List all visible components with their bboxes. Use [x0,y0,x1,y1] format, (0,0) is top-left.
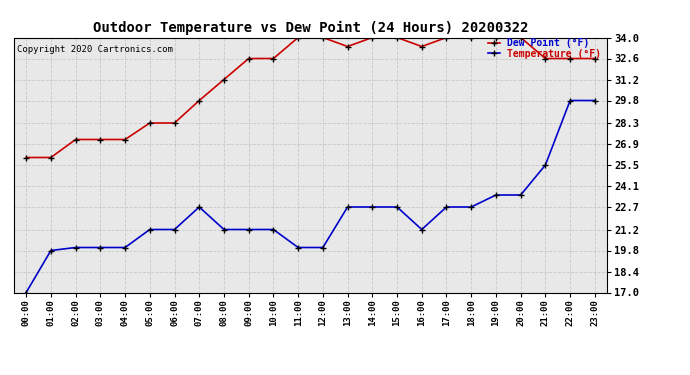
Legend: Dew Point (°F), Temperature (°F): Dew Point (°F), Temperature (°F) [487,37,602,60]
Title: Outdoor Temperature vs Dew Point (24 Hours) 20200322: Outdoor Temperature vs Dew Point (24 Hou… [92,21,529,35]
Text: Copyright 2020 Cartronics.com: Copyright 2020 Cartronics.com [17,45,172,54]
